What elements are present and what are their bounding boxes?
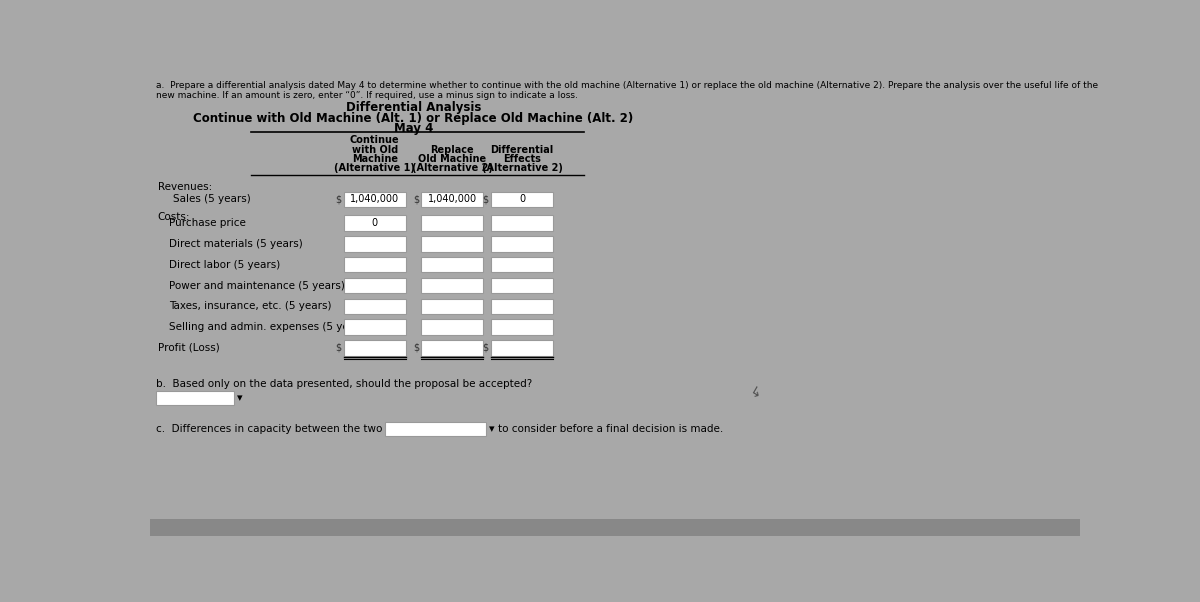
Bar [150,519,1080,536]
Text: Revenues:: Revenues: [157,182,212,193]
Text: (Alternative 2): (Alternative 2) [412,163,493,173]
Bar [343,320,406,335]
Bar [343,191,406,207]
Text: $: $ [413,194,419,204]
Bar [156,391,234,405]
Text: $: $ [413,343,419,353]
Bar [421,191,484,207]
Bar [421,236,484,252]
Text: Direct labor (5 years): Direct labor (5 years) [169,259,281,270]
Bar [491,257,553,273]
Text: ↳: ↳ [746,385,763,403]
Bar [421,257,484,273]
Text: new machine. If an amount is zero, enter “0”. If required, use a minus sign to i: new machine. If an amount is zero, enter… [156,91,578,100]
Bar [491,278,553,293]
Text: Costs:: Costs: [157,213,191,222]
Bar [343,278,406,293]
Text: Replace: Replace [431,144,474,155]
Text: $: $ [482,343,488,353]
Text: 0: 0 [372,218,378,228]
Text: ▾: ▾ [488,424,494,434]
Bar [421,340,484,356]
Text: (Alternative 2): (Alternative 2) [481,163,563,173]
Text: 1,040,000: 1,040,000 [427,194,476,204]
Bar [343,299,406,314]
Bar [491,340,553,356]
Bar [343,236,406,252]
Text: $: $ [335,194,342,204]
Text: to consider before a final decision is made.: to consider before a final decision is m… [498,424,724,434]
Text: Direct materials (5 years): Direct materials (5 years) [169,239,304,249]
Bar [385,422,486,436]
Text: $: $ [482,194,488,204]
Text: Taxes, insurance, etc. (5 years): Taxes, insurance, etc. (5 years) [169,302,332,311]
Text: Effects: Effects [503,154,541,164]
Bar [343,216,406,231]
Text: Machine: Machine [352,154,397,164]
Bar [491,320,553,335]
Text: (Alternative 1): (Alternative 1) [335,163,415,173]
Bar [421,278,484,293]
Bar [491,299,553,314]
Text: Continue: Continue [350,135,400,145]
Text: Differential Analysis: Differential Analysis [346,102,481,114]
Text: Sales (5 years): Sales (5 years) [173,194,251,204]
Text: b.  Based only on the data presented, should the proposal be accepted?: b. Based only on the data presented, sho… [156,379,533,389]
Text: Old Machine: Old Machine [418,154,486,164]
Bar [421,320,484,335]
Text: ▾: ▾ [236,393,242,403]
Text: Selling and admin. expenses (5 years): Selling and admin. expenses (5 years) [169,322,370,332]
Text: 0: 0 [518,194,526,204]
Text: May 4: May 4 [394,122,433,134]
Bar [491,216,553,231]
Bar [421,216,484,231]
Text: $: $ [335,343,342,353]
Text: 1,040,000: 1,040,000 [350,194,400,204]
Text: a.  Prepare a differential analysis dated May 4 to determine whether to continue: a. Prepare a differential analysis dated… [156,81,1098,90]
Text: Power and maintenance (5 years): Power and maintenance (5 years) [169,281,346,291]
Bar [491,236,553,252]
Text: Purchase price: Purchase price [169,218,246,228]
Bar [343,257,406,273]
Bar [421,299,484,314]
Text: Differential: Differential [491,144,553,155]
Text: Profit (Loss): Profit (Loss) [157,343,220,353]
Text: with Old: with Old [352,144,398,155]
Text: Continue with Old Machine (Alt. 1) or Replace Old Machine (Alt. 2): Continue with Old Machine (Alt. 1) or Re… [193,111,634,125]
Text: c.  Differences in capacity between the two alternatives is: c. Differences in capacity between the t… [156,424,460,434]
Bar [343,340,406,356]
Bar [491,191,553,207]
